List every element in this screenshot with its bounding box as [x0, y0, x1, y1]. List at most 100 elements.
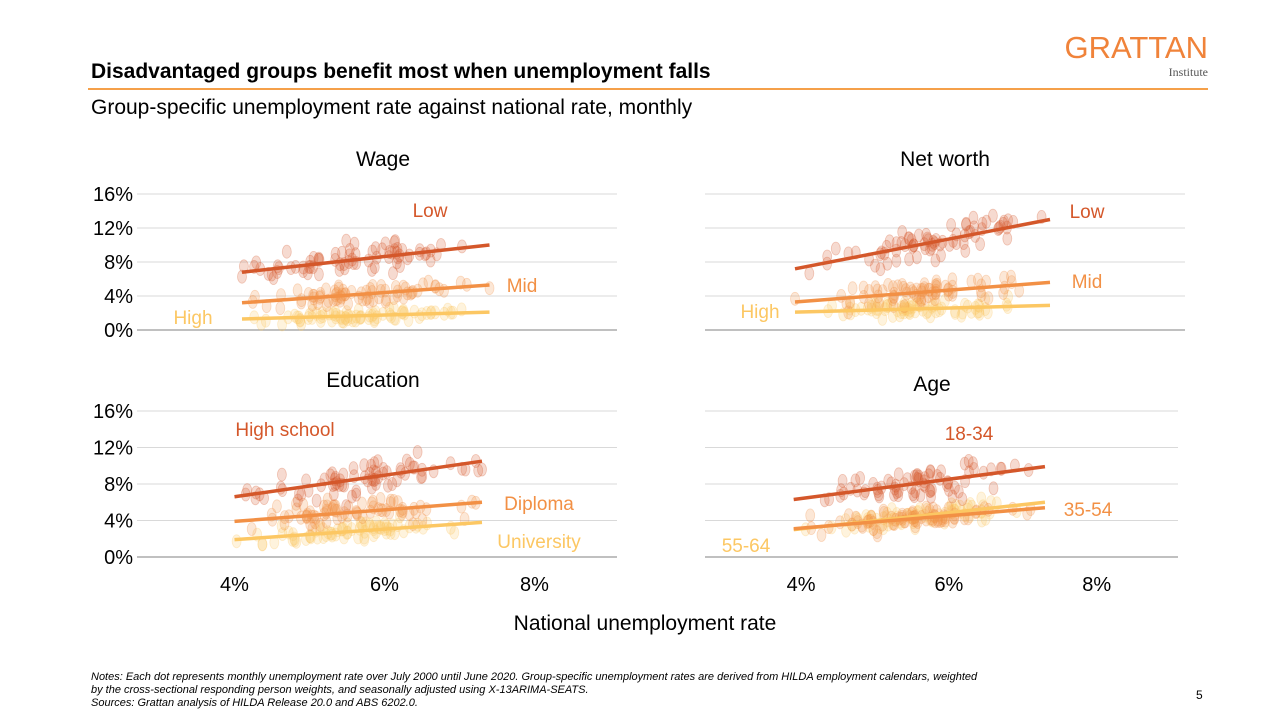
data-point — [366, 496, 377, 511]
data-point — [416, 470, 427, 485]
data-point — [302, 266, 313, 281]
data-point — [246, 522, 257, 536]
x-tick-label: 8% — [520, 574, 549, 596]
data-point — [473, 463, 484, 478]
series-label: Mid — [507, 276, 538, 297]
data-point — [341, 233, 352, 248]
y-tick-label: 12% — [93, 438, 133, 460]
trend-line — [794, 280, 1051, 304]
data-point — [930, 253, 941, 268]
series-label: Low — [413, 201, 448, 222]
trend-line — [234, 520, 483, 542]
data-point — [998, 286, 1009, 300]
data-point — [277, 317, 288, 332]
data-point — [870, 280, 881, 295]
data-point — [344, 243, 355, 257]
data-point — [956, 308, 967, 323]
data-point — [936, 464, 946, 479]
y-tick-label: 8% — [104, 252, 133, 274]
data-point — [981, 214, 992, 229]
data-point — [912, 467, 923, 482]
trend-line — [241, 243, 490, 274]
trend-line — [241, 283, 490, 305]
series-label: 18-34 — [945, 424, 994, 445]
y-tick-label: 4% — [104, 511, 133, 533]
data-point — [375, 491, 386, 506]
data-point — [359, 530, 370, 545]
data-point — [973, 272, 983, 287]
y-tick-label: 16% — [93, 401, 133, 423]
data-point — [359, 532, 370, 547]
data-point — [366, 458, 377, 473]
chart-title: Disadvantaged groups benefit most when u… — [91, 60, 711, 83]
series-label: University — [497, 532, 581, 553]
data-point — [347, 489, 357, 504]
data-point — [382, 478, 393, 493]
data-point — [930, 292, 940, 306]
data-point — [368, 494, 378, 509]
data-point — [892, 279, 903, 294]
series-label: High school — [235, 420, 334, 441]
notes-line-1: Notes: Each dot represents monthly unemp… — [91, 671, 978, 683]
data-point — [893, 467, 904, 482]
y-tick-label: 4% — [104, 286, 133, 308]
data-point — [889, 481, 900, 496]
data-point — [389, 235, 400, 250]
data-point — [349, 236, 360, 251]
data-point — [904, 252, 914, 267]
sources-line: Sources: Grattan analysis of HILDA Relea… — [91, 697, 418, 709]
notes: Notes: Each dot represents monthly unemp… — [91, 671, 1171, 710]
logo-subtext: Institute — [1168, 65, 1208, 79]
data-point — [959, 456, 970, 471]
data-point — [916, 292, 927, 307]
data-point — [988, 481, 999, 496]
data-point — [337, 245, 347, 260]
data-point — [276, 467, 287, 482]
data-point — [855, 471, 865, 485]
data-point — [341, 499, 352, 514]
data-point — [251, 255, 262, 270]
data-point — [292, 493, 303, 508]
series-label: Diploma — [504, 494, 574, 515]
data-point — [936, 248, 946, 263]
data-point — [988, 208, 998, 223]
data-point — [884, 234, 895, 249]
data-point — [957, 492, 968, 506]
data-point — [257, 537, 268, 552]
data-point — [837, 473, 848, 488]
data-point — [977, 216, 988, 231]
data-point — [947, 284, 958, 299]
data-point — [872, 525, 882, 539]
data-point — [816, 528, 827, 542]
data-point — [369, 260, 380, 275]
data-point — [412, 445, 423, 459]
trend-line — [234, 500, 483, 524]
data-point — [477, 462, 487, 477]
data-point — [271, 499, 282, 514]
data-point — [893, 488, 904, 503]
series-label: Mid — [1072, 272, 1103, 293]
data-point — [328, 487, 339, 502]
data-point — [321, 298, 332, 312]
data-point — [390, 234, 401, 249]
data-point — [372, 454, 383, 469]
data-point — [975, 237, 985, 252]
data-point — [425, 253, 436, 268]
data-point — [1006, 269, 1016, 284]
data-point — [292, 283, 303, 298]
trend-line — [794, 303, 1051, 314]
data-point — [931, 274, 942, 289]
data-point — [804, 266, 815, 281]
data-point — [268, 271, 279, 286]
data-point — [897, 278, 908, 292]
data-point — [401, 453, 412, 468]
data-point — [843, 508, 854, 523]
data-point — [351, 484, 362, 499]
data-point — [877, 311, 888, 326]
data-point — [961, 216, 971, 231]
data-point — [359, 458, 370, 473]
data-point — [351, 487, 362, 502]
data-point — [983, 291, 994, 306]
data-point — [961, 217, 971, 232]
